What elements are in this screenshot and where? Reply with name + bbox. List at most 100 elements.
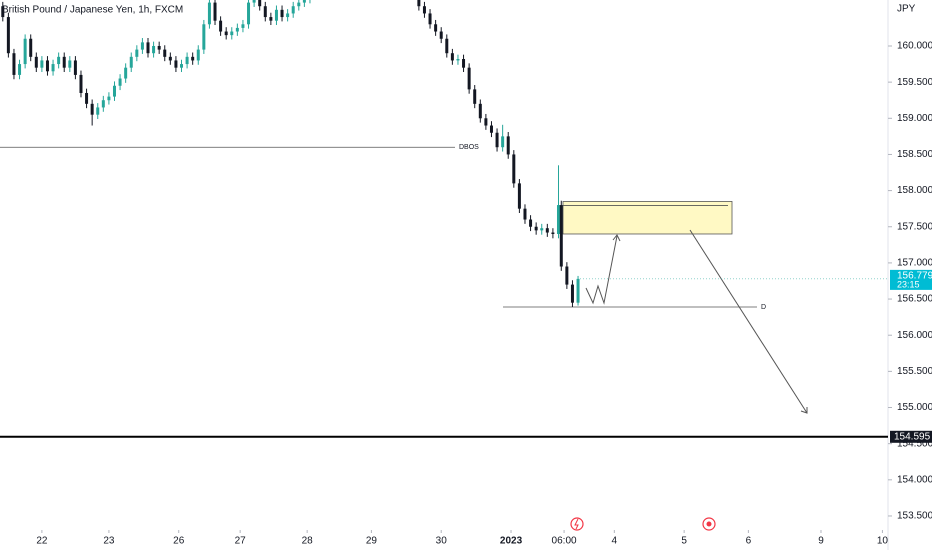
last-price-box — [890, 269, 932, 290]
x-tick-label: 5 — [681, 536, 687, 547]
candle-body — [112, 85, 116, 97]
x-tick-label: 06:00 — [552, 536, 577, 547]
candle-body — [570, 284, 574, 303]
candle-body — [545, 228, 549, 233]
candle-body — [434, 24, 438, 32]
candle-body — [297, 2, 301, 7]
candle-body — [23, 38, 27, 65]
candle-body — [467, 67, 471, 90]
y-tick-label: 155.500 — [897, 366, 932, 377]
candle-body — [79, 74, 83, 93]
x-tick-label: 22 — [36, 536, 48, 547]
x-tick-label: 28 — [302, 536, 314, 547]
candle-body — [230, 31, 234, 36]
candle-body — [68, 60, 72, 68]
x-tick-label: 4 — [612, 536, 618, 547]
countdown-label: 23:15 — [897, 279, 920, 289]
candle-body — [57, 56, 61, 65]
marked-level-box — [890, 430, 932, 443]
candle-body — [6, 17, 10, 54]
candle-body — [551, 232, 555, 234]
candle-body — [445, 38, 449, 54]
y-tick-label: 154.000 — [897, 474, 932, 485]
y-tick-label: 159.500 — [897, 77, 932, 88]
candle-body — [140, 42, 144, 50]
candle-body — [174, 60, 178, 68]
x-tick-label: 9 — [818, 536, 824, 547]
candle-body — [191, 56, 195, 61]
y-tick-label: 158.000 — [897, 185, 932, 196]
candle-body — [45, 60, 49, 72]
candle-body — [135, 49, 139, 57]
x-tick-label: 29 — [366, 536, 378, 547]
plot-area — [0, 0, 757, 308]
y-tick-label: 160.000 — [897, 41, 932, 52]
y-tick-label: 157.500 — [897, 221, 932, 232]
candle-body — [85, 92, 89, 104]
arrow-head — [612, 234, 621, 242]
candle-body — [202, 24, 206, 50]
candle-body — [146, 42, 150, 54]
candle-body — [12, 53, 16, 75]
candle-body — [90, 103, 94, 115]
candle-body — [73, 60, 77, 75]
candle-body — [286, 13, 290, 18]
candle-body — [478, 103, 482, 119]
candle-body — [473, 89, 477, 104]
candle-body — [235, 27, 239, 32]
candle-body — [168, 56, 172, 61]
candle-body — [417, 0, 421, 7]
candle-body — [18, 64, 22, 75]
candle-body — [501, 136, 505, 148]
candle-body — [107, 96, 111, 101]
candle-body — [152, 45, 156, 54]
chart-title: British Pound / Japanese Yen, 1h, FXCM — [2, 5, 183, 16]
candle-body — [280, 9, 284, 18]
candle-body — [274, 9, 278, 21]
currency-label: JPY — [897, 4, 916, 15]
candle-body — [1, 6, 5, 18]
level-label: DBOS — [459, 144, 479, 151]
x-tick-label: 23 — [103, 536, 115, 547]
candle-body — [157, 45, 161, 50]
candle-body — [258, 0, 262, 7]
candle-body — [540, 228, 544, 231]
candle-body — [489, 125, 493, 133]
candle-body — [196, 49, 200, 61]
candle-body — [484, 118, 488, 126]
arrow-head — [800, 407, 808, 414]
candle-body — [565, 266, 569, 285]
x-tick-label: 10 — [877, 536, 889, 547]
zigzag-projection — [585, 235, 618, 305]
candle-body — [556, 205, 560, 234]
event-icon[interactable] — [702, 517, 716, 531]
candle-body — [118, 78, 122, 86]
level-label: D — [761, 304, 766, 311]
projection-arrow — [689, 229, 808, 414]
candle-body — [269, 17, 273, 21]
candle-body — [34, 56, 38, 68]
y-tick-label: 159.000 — [897, 113, 932, 124]
x-tick-label: 2023 — [500, 536, 523, 547]
candle-body — [219, 20, 223, 32]
y-tick-label: 156.500 — [897, 294, 932, 305]
y-tick-label: 153.500 — [897, 511, 932, 522]
candle-body — [185, 56, 189, 65]
y-tick-label: 155.000 — [897, 402, 932, 413]
candle-body — [428, 13, 432, 25]
candle-body — [129, 56, 133, 68]
candle-body — [163, 49, 167, 57]
candle-body — [263, 6, 267, 18]
candle-body — [241, 24, 245, 28]
event-icon-glyph — [574, 518, 579, 530]
candle-body — [51, 64, 55, 72]
event-icon[interactable] — [570, 517, 584, 531]
candle-body — [456, 59, 460, 61]
candle-body — [439, 31, 443, 39]
candle-body — [422, 6, 426, 14]
x-tick-label: 26 — [173, 536, 185, 547]
y-tick-label: 154.500 — [897, 438, 932, 449]
drawings — [585, 229, 808, 414]
